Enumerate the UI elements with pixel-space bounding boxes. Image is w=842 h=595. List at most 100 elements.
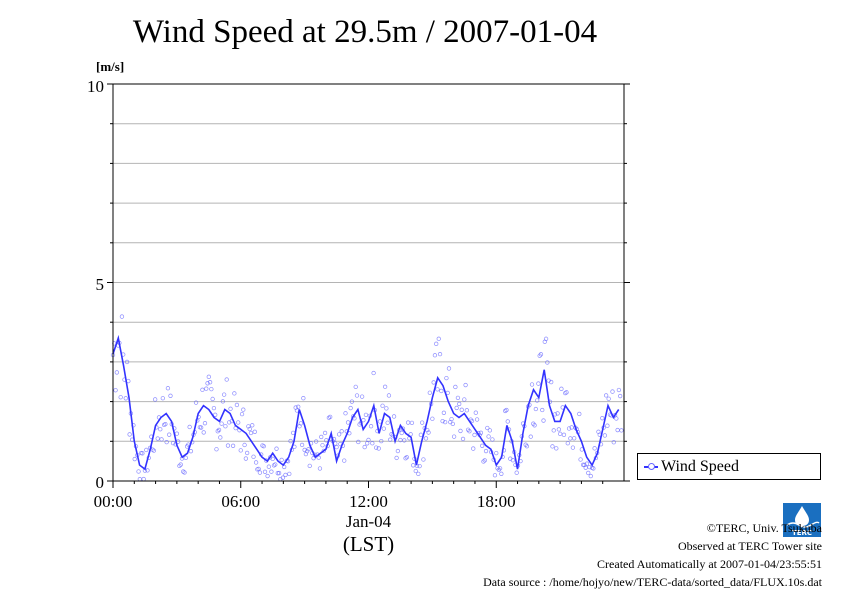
x-tick-label: 06:00: [221, 492, 260, 511]
data-point: [301, 396, 306, 401]
data-point: [472, 432, 477, 438]
data-point: [183, 455, 188, 461]
data-point: [545, 360, 550, 365]
y-axis-label: [m/s]: [96, 59, 124, 74]
data-point: [614, 416, 619, 421]
data-point: [366, 437, 371, 443]
data-point: [280, 475, 286, 480]
data-point: [439, 388, 444, 394]
data-point: [198, 425, 204, 430]
data-point: [250, 423, 255, 428]
data-point: [449, 416, 454, 422]
data-point: [206, 374, 211, 379]
grid-lines: [113, 123, 624, 442]
axis-ticks: [107, 83, 630, 488]
data-point: [174, 431, 180, 436]
data-point: [403, 456, 408, 461]
data-point: [227, 420, 232, 425]
data-point: [467, 429, 472, 434]
data-point: [299, 442, 305, 448]
data-point: [188, 449, 194, 454]
legend-label: Wind Speed: [661, 458, 740, 475]
data-point: [436, 336, 441, 341]
data-point: [244, 450, 250, 456]
data-point: [554, 446, 559, 451]
data-point: [483, 448, 489, 454]
y-tick-label: 0: [96, 473, 105, 492]
data-point: [273, 462, 278, 467]
data-point: [339, 429, 344, 434]
data-point: [137, 477, 142, 482]
data-point: [177, 463, 182, 469]
data-point: [239, 411, 245, 417]
y-tick-label: 10: [87, 77, 104, 96]
data-point: [577, 411, 582, 417]
data-point: [334, 445, 339, 450]
data-point: [443, 419, 448, 425]
data-point: [127, 432, 132, 437]
data-point: [113, 388, 118, 393]
data-point: [420, 420, 425, 425]
data-point: [481, 459, 486, 464]
data-point: [343, 411, 348, 416]
data-point: [578, 457, 583, 462]
data-point: [178, 462, 183, 467]
data-point: [248, 430, 254, 436]
data-point: [416, 471, 421, 476]
data-point: [376, 446, 381, 451]
data-point: [432, 353, 438, 358]
data-point: [164, 440, 169, 445]
data-point: [158, 427, 163, 432]
data-point: [611, 440, 616, 445]
data-point: [413, 468, 418, 474]
data-point: [446, 366, 452, 371]
data-point: [533, 406, 539, 412]
data-point: [524, 444, 530, 449]
data-point: [587, 464, 592, 470]
data-point: [487, 428, 493, 433]
footer-created: Created Automatically at 2007-01-04/23:5…: [597, 557, 822, 571]
data-point: [354, 393, 360, 398]
x-date-label: Jan-04: [346, 512, 392, 531]
logo-text: TERC: [792, 529, 812, 537]
data-point: [204, 386, 209, 391]
data-point: [538, 352, 544, 357]
data-point: [391, 414, 397, 419]
data-point: [144, 447, 149, 453]
data-point: [399, 430, 404, 436]
data-point: [362, 444, 367, 450]
data-point: [411, 463, 416, 468]
data-point: [435, 387, 440, 392]
data-point: [418, 432, 424, 437]
data-point: [586, 470, 591, 476]
data-point: [482, 458, 487, 463]
data-point: [257, 470, 263, 475]
data-point: [207, 380, 213, 385]
data-point: [124, 359, 130, 365]
data-point: [160, 396, 165, 401]
data-point: [454, 405, 459, 411]
data-point: [336, 432, 342, 437]
data-point: [551, 428, 556, 433]
data-point: [219, 421, 224, 426]
data-point: [202, 421, 208, 426]
data-point: [458, 428, 463, 434]
data-point: [478, 430, 484, 435]
data-point: [165, 386, 171, 391]
data-point: [602, 433, 607, 438]
data-point: [283, 472, 288, 478]
data-point: [528, 434, 533, 439]
data-point: [306, 447, 311, 452]
chart-title: Wind Speed at 29.5m / 2007-01-04: [132, 14, 598, 50]
data-point: [379, 438, 384, 444]
data-point: [182, 470, 187, 475]
legend: Wind Speed: [637, 453, 821, 480]
data-point: [557, 431, 563, 436]
data-point: [405, 420, 411, 425]
data-point: [232, 391, 237, 396]
data-point: [600, 416, 605, 421]
data-point: [266, 464, 272, 469]
data-point: [486, 434, 491, 439]
data-point: [619, 428, 624, 433]
data-point: [238, 448, 243, 453]
